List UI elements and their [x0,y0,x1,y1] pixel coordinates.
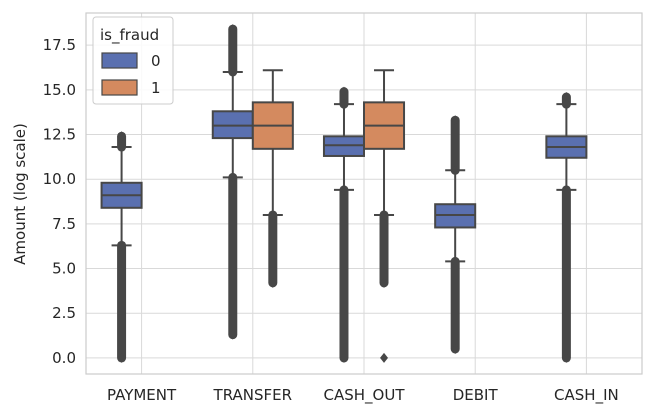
outlier-point [562,91,571,102]
y-ticks: 0.0 2.5 5.0 7.5 10.0 12.5 15.0 17.5 [43,36,76,367]
x-tick-label: TRANSFER [213,386,293,404]
y-tick-label: 5.0 [52,260,76,278]
boxes [100,24,588,363]
x-tick-label: PAYMENT [107,386,177,404]
x-ticks: PAYMENT TRANSFER CASH_OUT DEBIT CASH_IN [107,386,619,405]
legend-swatch [101,79,138,96]
legend-items: 01 [101,52,161,97]
legend-label: 0 [151,52,161,70]
outlier-point [380,277,389,288]
plot-frame [85,12,643,375]
box-cash_in-0 [545,91,588,363]
box-debit-0 [434,115,477,354]
legend-swatch [101,52,138,69]
y-tick-label: 15.0 [43,81,76,99]
box-transfer-0 [211,24,254,340]
y-axis-title: Amount (log scale) [11,123,29,265]
outlier-point [228,329,237,340]
outlier-point [451,115,460,126]
outlier-point [268,277,277,288]
box-payment-0 [100,131,143,363]
x-tick-label: CASH_IN [554,386,619,405]
y-tick-label: 10.0 [43,170,76,188]
outlier-point [451,343,460,354]
outlier-point [228,24,237,35]
box-transfer-1 [251,69,294,288]
y-tick-label: 0.0 [52,349,76,367]
y-tick-label: 7.5 [52,215,76,233]
y-tick-label: 17.5 [43,36,76,54]
outlier-point [380,352,389,363]
outlier-point [117,131,126,142]
box-cash_out-1 [363,69,406,363]
legend-title: is_fraud [100,26,159,45]
outlier-point [339,352,348,363]
outlier-point [339,86,348,97]
legend: is_fraud 01 [92,16,174,105]
legend-label: 1 [151,79,161,97]
outlier-point [562,352,571,363]
outlier-point [117,352,126,363]
x-tick-label: CASH_OUT [324,386,406,405]
x-tick-label: DEBIT [453,386,499,404]
y-tick-label: 2.5 [52,304,76,322]
y-tick-label: 12.5 [43,126,76,144]
box-cash_out-0 [322,86,365,363]
